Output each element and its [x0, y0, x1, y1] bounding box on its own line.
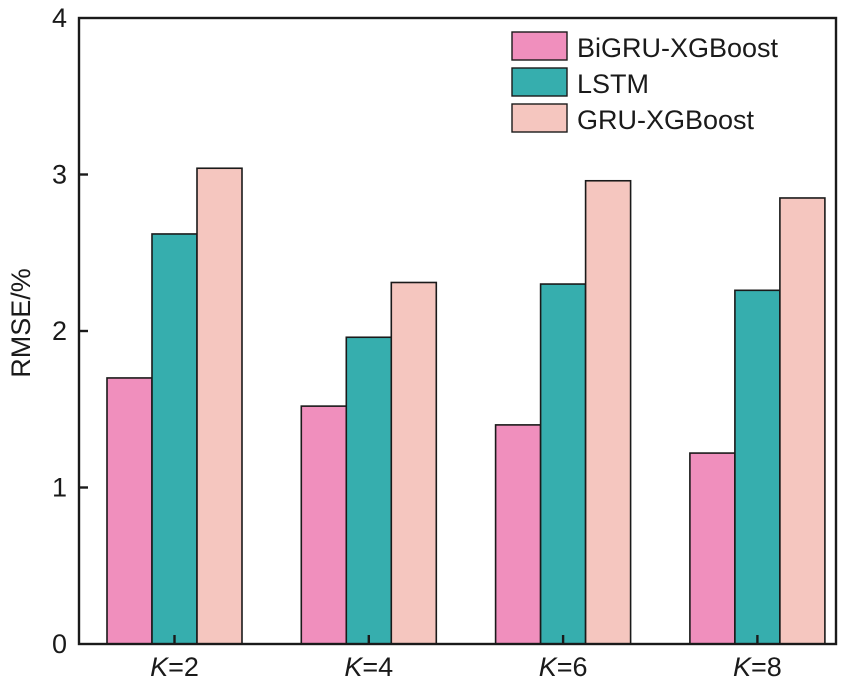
bar-lstm-2: [345, 336, 393, 645]
bar-bigru-xgboost-3: [494, 424, 542, 645]
bar-bigru-xgboost-1: [106, 377, 153, 645]
bar-lstm-4: [734, 289, 781, 645]
bar-gru-xgboost-4: [779, 197, 826, 645]
bar-gru-xgboost-1: [196, 167, 243, 645]
bar-bigru-xgboost-4: [689, 452, 736, 645]
y-tick-label: 0: [52, 629, 67, 659]
x-tick-label: K=2: [150, 652, 199, 682]
axes-layer: K=2 K=4 K=6 K=8 0 1 2 3 4: [52, 3, 838, 682]
bar-gru-xgboost-3: [584, 179, 632, 645]
legend: BiGRU-XGBoost LSTM GRU-XGBoost: [511, 31, 779, 135]
y-tick-label: 2: [52, 316, 67, 346]
bar-lstm-3: [539, 283, 587, 645]
bar-bigru-xgboost-2: [300, 405, 348, 645]
legend-label-gru-xgboost: GRU-XGBoost: [577, 105, 755, 135]
x-tick-label: K=6: [539, 652, 588, 682]
x-tick-label: K=8: [733, 652, 782, 682]
legend-label-bigru-xgboost: BiGRU-XGBoost: [577, 33, 779, 63]
y-tick-label: 1: [52, 473, 67, 503]
bars-layer: [106, 167, 826, 645]
legend-label-lstm: LSTM: [577, 69, 649, 99]
y-axis-label: RMSE/%: [6, 268, 36, 378]
legend-swatch-lstm: [511, 67, 568, 97]
legend-swatch-gru-xgboost: [511, 103, 568, 133]
y-tick-label: 4: [52, 3, 67, 33]
x-tick-label: K=4: [344, 652, 393, 682]
bar-gru-xgboost-2: [390, 281, 438, 645]
legend-swatch-bigru-xgboost: [511, 31, 568, 61]
y-tick-label: 3: [52, 160, 67, 190]
bar-lstm-1: [151, 233, 198, 645]
